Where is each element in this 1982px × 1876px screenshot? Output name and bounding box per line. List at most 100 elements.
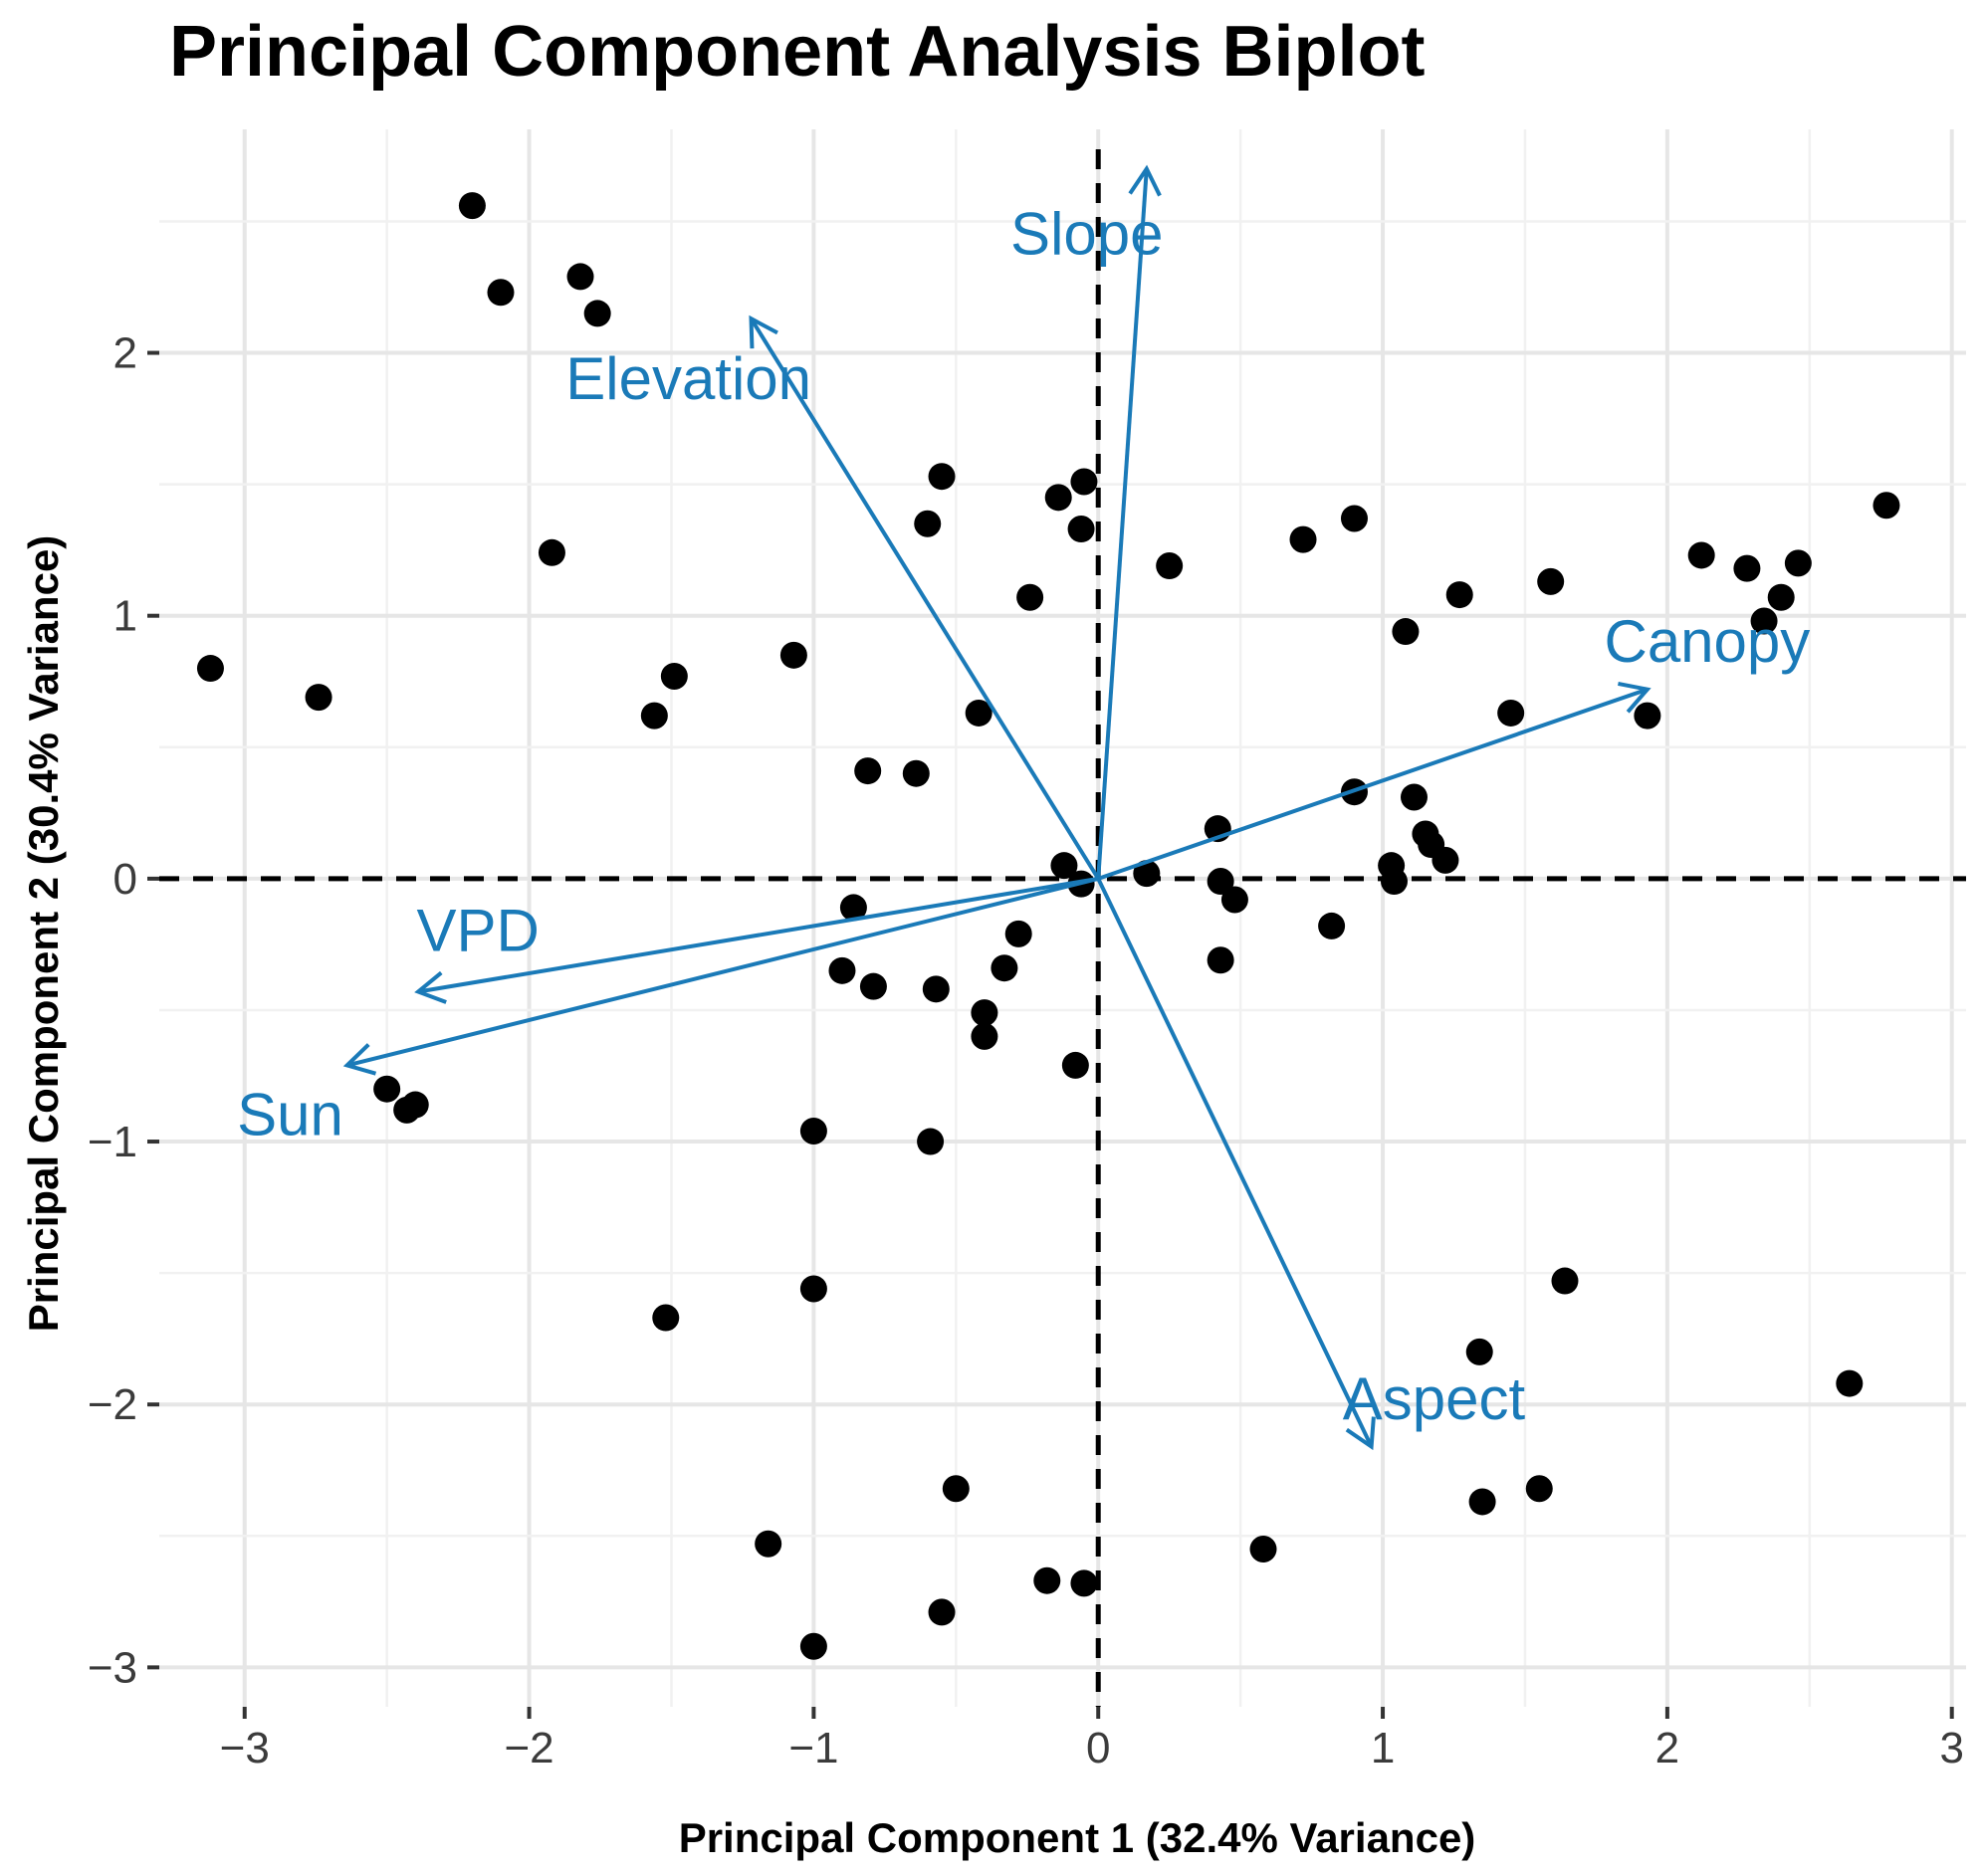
x-tick-label: −2 <box>504 1724 553 1772</box>
loading-label-vpd: VPD <box>416 898 539 964</box>
chart-title: Principal Component Analysis Biplot <box>169 12 1426 92</box>
data-point <box>1067 516 1095 543</box>
data-point <box>922 975 950 1003</box>
data-point <box>942 1475 970 1503</box>
data-point <box>1016 583 1044 611</box>
y-tick-label: −3 <box>88 1643 137 1692</box>
data-point <box>1220 886 1248 914</box>
data-point <box>1380 868 1408 896</box>
data-point <box>1249 1536 1277 1563</box>
data-point <box>1156 552 1184 580</box>
loading-arrowhead-elevation <box>749 314 778 349</box>
y-tick-label: −2 <box>88 1380 137 1429</box>
loading-arrowhead-sun <box>342 1043 377 1076</box>
grid-lines <box>159 129 1966 1707</box>
loading-arrowhead-canopy <box>1618 681 1652 714</box>
loading-arrow-sun <box>346 876 1099 1068</box>
data-point <box>1318 912 1346 939</box>
data-point <box>779 641 807 669</box>
observation-points <box>196 192 1900 1660</box>
data-point <box>1465 1338 1493 1365</box>
loading-label-canopy: Canopy <box>1604 608 1810 675</box>
data-point <box>928 463 956 491</box>
loading-arrow-aspect <box>1096 878 1374 1448</box>
loading-arrowhead-aspect <box>1345 1416 1376 1451</box>
data-point <box>1525 1475 1553 1503</box>
data-point <box>566 263 594 291</box>
data-point <box>1340 505 1368 532</box>
data-point <box>1289 525 1317 553</box>
y-tick-label: −1 <box>88 1118 137 1166</box>
data-point <box>1468 1488 1496 1516</box>
data-point <box>1207 946 1234 974</box>
data-point <box>914 510 942 537</box>
loading-label-slope: Slope <box>1010 201 1163 268</box>
loading-vectors <box>342 164 1652 1451</box>
data-point <box>799 1117 827 1145</box>
plot-panel: Slope Elevation Canopy VPD Sun Aspect <box>159 129 1966 1707</box>
data-point <box>660 662 688 690</box>
x-tick-label: 1 <box>1371 1724 1395 1772</box>
data-point <box>458 192 486 220</box>
loading-label-elevation: Elevation <box>565 345 811 412</box>
data-point <box>401 1091 429 1119</box>
zero-reference-lines <box>159 149 1966 1707</box>
x-tick-label: 3 <box>1939 1724 1963 1772</box>
data-point <box>640 702 668 730</box>
data-point <box>1784 549 1812 577</box>
loading-arrow-vpd <box>417 876 1099 994</box>
data-point <box>859 972 887 1000</box>
x-tick-label: −1 <box>788 1724 838 1772</box>
loading-arrow-elevation <box>749 317 1100 880</box>
data-point <box>1551 1267 1579 1295</box>
loading-labels: Slope Elevation Canopy VPD Sun Aspect <box>237 201 1810 1432</box>
data-point <box>1750 607 1778 635</box>
data-point <box>755 1530 782 1558</box>
data-point <box>1400 783 1428 811</box>
data-point <box>971 999 998 1027</box>
loading-arrowhead-vpd <box>414 970 447 1004</box>
x-tick-label: 2 <box>1655 1724 1679 1772</box>
data-point <box>828 956 856 984</box>
data-point <box>652 1304 680 1332</box>
data-point <box>1497 699 1525 727</box>
data-point <box>1431 846 1459 874</box>
x-axis-ticks: −3 −2 −1 0 1 2 3 <box>220 1707 1964 1772</box>
data-point <box>928 1598 956 1626</box>
y-tick-label: 1 <box>113 592 137 641</box>
data-point <box>1033 1566 1061 1594</box>
data-point <box>373 1075 401 1103</box>
x-tick-label: 0 <box>1086 1724 1110 1772</box>
data-point <box>971 1022 998 1050</box>
data-point <box>1061 1051 1089 1079</box>
data-point <box>487 279 515 307</box>
data-point <box>1050 852 1078 880</box>
data-point <box>1004 920 1032 947</box>
data-point <box>1207 868 1234 896</box>
data-point <box>1733 554 1761 582</box>
data-point <box>965 699 992 727</box>
data-point <box>1767 583 1795 611</box>
y-axis-label: Principal Component 2 (30.4% Variance) <box>20 535 67 1333</box>
data-point <box>538 538 565 566</box>
data-point <box>196 655 224 683</box>
loading-label-aspect: Aspect <box>1343 1365 1526 1432</box>
x-tick-label: −3 <box>220 1724 270 1772</box>
data-point <box>917 1128 945 1155</box>
data-point <box>1070 468 1098 496</box>
loading-arrow-slope <box>1096 168 1149 880</box>
y-tick-label: 2 <box>113 329 137 378</box>
data-point <box>902 759 930 787</box>
data-point <box>1392 618 1420 646</box>
data-point <box>1133 860 1161 888</box>
data-point <box>839 894 867 922</box>
data-point <box>991 954 1018 982</box>
loading-arrowhead-slope <box>1128 164 1162 197</box>
y-tick-label: 0 <box>113 855 137 904</box>
data-point <box>583 300 611 327</box>
data-point <box>1687 541 1715 569</box>
x-axis-label: Principal Component 1 (32.4% Variance) <box>679 1814 1476 1861</box>
data-point <box>1634 702 1661 730</box>
data-point <box>305 684 332 712</box>
